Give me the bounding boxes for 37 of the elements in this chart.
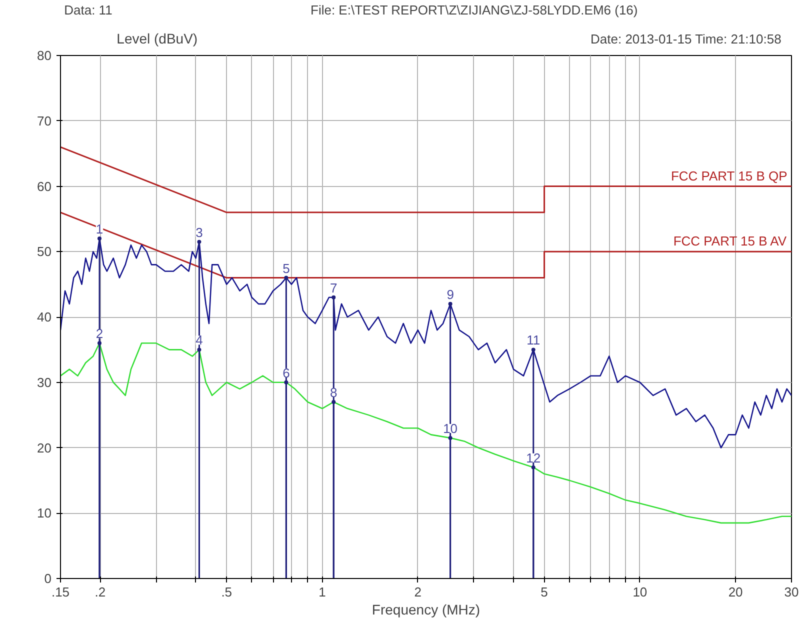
text: Data: 11 bbox=[64, 2, 112, 18]
text: File: E:\TEST REPORT\Z\ZIJIANG\ZJ-58LYDD.EM6 (16) bbox=[310, 2, 638, 18]
annotation: 11 bbox=[526, 332, 540, 348]
x-tick-label: 2 bbox=[414, 584, 422, 600]
annotation: 9 bbox=[446, 286, 454, 302]
y-axis-title: Level (dBuV) bbox=[116, 30, 198, 46]
x-tick-label: .5 bbox=[221, 584, 232, 600]
x-tick-label: .15 bbox=[51, 584, 70, 600]
annotation: 6 bbox=[282, 365, 290, 380]
x-tick-label: 1 bbox=[318, 584, 326, 600]
annotation: 5 bbox=[282, 260, 290, 276]
annotation: 4 bbox=[196, 332, 203, 348]
y-tick-label: 40 bbox=[37, 310, 52, 324]
y-tick-label: 10 bbox=[37, 506, 52, 521]
annotation: 1 bbox=[96, 222, 104, 237]
annotation: 7 bbox=[330, 280, 338, 296]
series-label: FCC PART 15 B QP bbox=[670, 168, 788, 184]
series-label: FCC PART 15 B AV bbox=[673, 234, 787, 249]
annotation: 2 bbox=[96, 326, 104, 342]
x-tick-label: 5 bbox=[540, 584, 548, 600]
annotation: 12 bbox=[526, 450, 541, 466]
annotation: 8 bbox=[330, 384, 338, 400]
x-tick-label: .2 bbox=[94, 584, 106, 600]
y-tick-label: 60 bbox=[37, 178, 52, 194]
x-tick-label: 10 bbox=[632, 584, 648, 600]
annotation: 10 bbox=[443, 420, 458, 436]
y-tick-label: 80 bbox=[37, 48, 52, 63]
y-tick-label: 0 bbox=[44, 571, 52, 586]
annotation: 3 bbox=[196, 224, 203, 240]
y-tick-label: 50 bbox=[37, 244, 52, 260]
x-tick-label: 30 bbox=[784, 584, 799, 600]
text: Date: 2013-01-15 Time: 21:10:58 bbox=[590, 32, 782, 46]
x-axis-title: Frequency (MHz) bbox=[372, 602, 480, 618]
y-tick-label: 20 bbox=[37, 440, 52, 456]
y-tick-label: 70 bbox=[37, 113, 52, 128]
y-tick-label: 30 bbox=[37, 374, 52, 390]
x-tick-label: 20 bbox=[728, 584, 743, 600]
